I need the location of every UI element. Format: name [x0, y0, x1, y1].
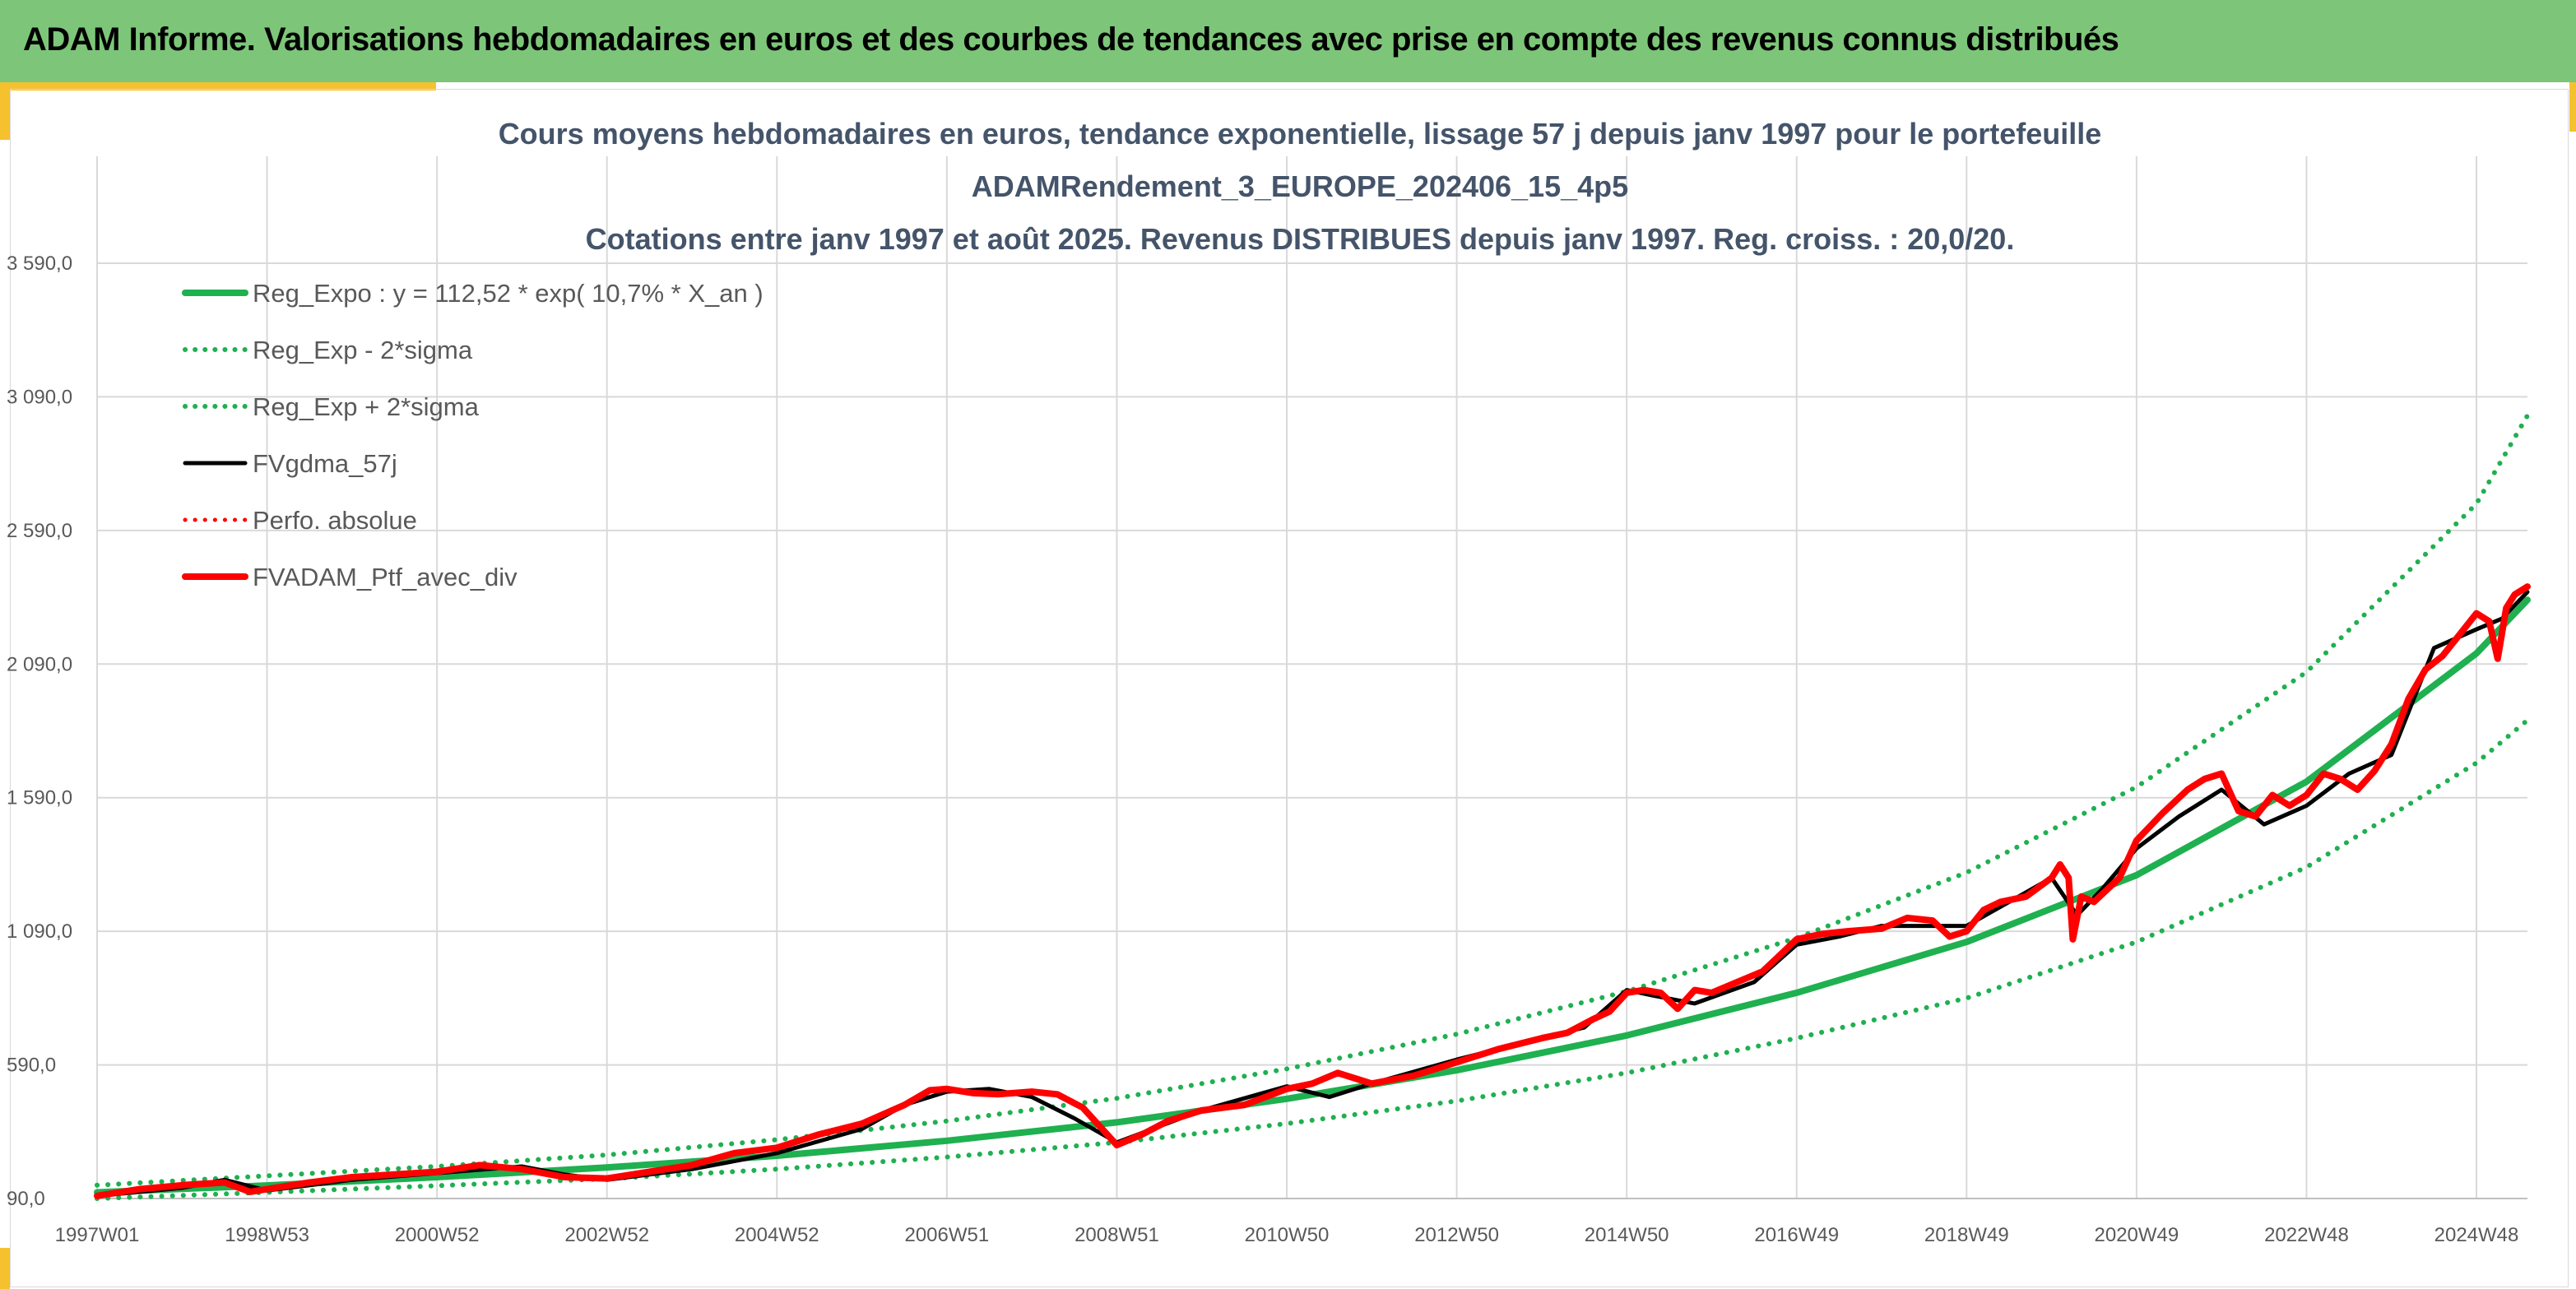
y-tick-label: 590,0 — [7, 1055, 56, 1077]
y-tick-label: 2 090,0 — [7, 653, 72, 675]
accent-bar-bottom-left — [0, 1248, 10, 1289]
series-line-reg-expo-y-112-52-exp-10-7-x-an — [94, 596, 2531, 1196]
x-tick-label: 1998W53 — [225, 1224, 309, 1246]
x-tick-label: 2004W52 — [735, 1224, 819, 1246]
legend: Reg_Expo : y = 112,52 * exp( 10,7% * X_a… — [182, 279, 764, 591]
series-line-reg-exp-2-sigma — [95, 413, 2530, 1188]
x-tick-label: 2006W51 — [904, 1224, 989, 1246]
series-line-fvgdma-57j — [95, 590, 2530, 1199]
legend-label: Reg_Expo : y = 112,52 * exp( 10,7% * X_a… — [253, 279, 764, 308]
y-axis: 90,0 590,0 1 090,0 1 590,0 2 090,0 2 590,0 3 0… — [7, 253, 72, 1210]
x-tick-label: 2012W50 — [1414, 1224, 1499, 1246]
legend-label: FVgdma_57j — [253, 449, 397, 478]
x-tick-label: 2010W50 — [1245, 1224, 1330, 1246]
x-tick-label: 2008W51 — [1074, 1224, 1159, 1246]
x-tick-label: 2002W52 — [564, 1224, 649, 1246]
x-tick-label: 2024W48 — [2434, 1224, 2519, 1246]
y-tick-label: 3 590,0 — [7, 253, 72, 275]
y-tick-label: 2 590,0 — [7, 520, 72, 542]
legend-label: Reg_Exp - 2*sigma — [253, 336, 473, 364]
y-tick-label: 1 590,0 — [7, 787, 72, 809]
x-tick-label: 2022W48 — [2264, 1224, 2349, 1246]
x-axis: 1997W01 1998W53 2000W52 2002W52 2004W52 2006W… — [55, 1198, 2527, 1246]
chart-title-line: ADAMRendement_3_EUROPE_202406_15_4p5 — [972, 169, 1628, 203]
accent-bar-right — [2569, 82, 2576, 132]
x-tick-label: 2020W49 — [2095, 1224, 2179, 1246]
legend-label: FVADAM_Ptf_avec_div — [253, 563, 518, 591]
legend-label: Reg_Exp + 2*sigma — [253, 392, 480, 421]
series-line-fvadam-ptf-avec-div — [94, 583, 2531, 1199]
series-lines — [94, 413, 2531, 1201]
x-tick-label: 2018W49 — [1924, 1224, 2009, 1246]
accent-bar-left — [0, 82, 10, 140]
y-tick-label: 1 090,0 — [7, 920, 72, 943]
x-tick-label: 1997W01 — [55, 1224, 140, 1246]
chart-frame — [10, 89, 2569, 1287]
chart-title-line: Cours moyens hebdomadaires en euros, ten… — [499, 117, 2102, 151]
chart-title: Cours moyens hebdomadaires en euros, ten… — [499, 117, 2102, 256]
chart-title-line: Cotations entre janv 1997 et août 2025. … — [586, 222, 2015, 256]
x-tick-label: 2014W50 — [1585, 1224, 1669, 1246]
legend-label: Perfo. absolue — [253, 506, 417, 535]
page-title: ADAM Informe. Valorisations hebdomadaire… — [23, 21, 2119, 58]
y-tick-label: 90,0 — [7, 1188, 45, 1210]
header-banner: ADAM Informe. Valorisations hebdomadaire… — [0, 0, 2576, 82]
x-tick-label: 2016W49 — [1754, 1224, 1839, 1246]
y-tick-label: 3 090,0 — [7, 386, 72, 408]
grid — [96, 156, 2527, 1199]
x-tick-label: 2000W52 — [395, 1224, 480, 1246]
series-line-reg-exp-2-sigma — [95, 717, 2530, 1201]
accent-bar-top — [0, 82, 436, 90]
